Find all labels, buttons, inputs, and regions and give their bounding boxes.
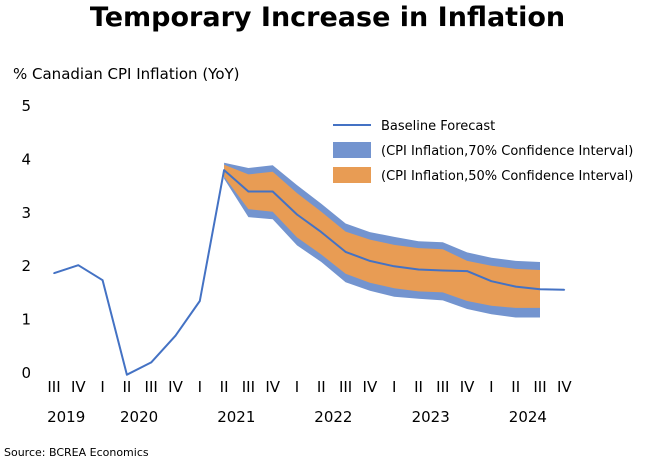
baseline-point: [320, 231, 323, 233]
y-tick-label: 1: [21, 311, 31, 329]
baseline-point: [247, 190, 250, 193]
chart-title: Temporary Increase in Inflation: [89, 2, 566, 33]
baseline-point: [417, 268, 420, 271]
y-axis-label: % Canadian CPI Inflation (YoY): [13, 65, 240, 83]
x-tick-quarter-label: II: [220, 378, 229, 396]
source-note: Source: BCREA Economics: [4, 446, 149, 459]
x-tick-quarter-label: I: [392, 378, 396, 396]
x-tick-quarter-label: II: [414, 378, 423, 396]
baseline-point: [77, 264, 80, 267]
y-tick-label: 4: [21, 150, 31, 168]
baseline-point: [271, 190, 274, 193]
x-tick-quarter-label: I: [198, 378, 202, 396]
legend-label: (CPI Inflation,50% Confidence Interval): [381, 169, 633, 184]
band-series-2: [224, 164, 540, 308]
x-tick-quarter-label: IV: [265, 378, 280, 396]
x-tick-quarter-label: IV: [557, 378, 572, 396]
legend: Baseline Forecast (CPI Inflation,70% Conf…: [333, 119, 633, 184]
x-tick-quarter-label: III: [339, 378, 352, 396]
baseline-forecast-line: [53, 169, 565, 376]
confidence-bands: [224, 162, 540, 318]
baseline-point: [223, 169, 225, 171]
x-tick-quarter-label: I: [100, 378, 104, 396]
y-tick-label: 2: [21, 257, 31, 275]
baseline-point: [53, 272, 55, 275]
x-tick-year-label: 2023: [412, 408, 450, 426]
baseline-point: [563, 289, 566, 291]
x-tick-quarter-label: III: [436, 378, 449, 396]
baseline-point: [126, 373, 128, 376]
baseline-point: [514, 285, 517, 288]
x-tick-year-label: 2024: [509, 408, 547, 426]
x-tick-quarter-label: IV: [71, 378, 86, 396]
baseline-point: [344, 251, 347, 253]
legend-label: Baseline Forecast: [381, 119, 495, 134]
baseline-point: [490, 280, 493, 283]
legend-label: (CPI Inflation,70% Confidence Interval): [381, 144, 633, 159]
legend-swatch-band: [333, 142, 371, 158]
x-tick-quarter-label: I: [295, 378, 299, 396]
x-tick-quarter-label: III: [242, 378, 255, 396]
y-tick-label: 5: [21, 97, 31, 115]
y-tick-label: 0: [21, 364, 31, 382]
x-tick-quarter-label: IV: [460, 378, 475, 396]
x-tick-quarter-label: IV: [168, 378, 183, 396]
x-tick-quarter-label: I: [489, 378, 493, 396]
baseline-point: [442, 269, 444, 272]
x-axis-quarter-ticks: III IV I II III IV I II III IV I II III IV I II III IV I II…: [47, 378, 572, 396]
baseline-point: [101, 279, 104, 282]
x-tick-year-label: 2021: [217, 408, 255, 426]
x-tick-quarter-label: II: [317, 378, 326, 396]
x-tick-quarter-label: III: [47, 378, 60, 396]
x-tick-quarter-label: IV: [363, 378, 378, 396]
x-tick-quarter-label: III: [533, 378, 546, 396]
x-tick-quarter-label: II: [122, 378, 131, 396]
y-axis-ticks: 0 1 2 3 4 5: [21, 97, 31, 382]
x-tick-year-label: 2020: [120, 408, 158, 426]
baseline-point: [174, 334, 177, 337]
baseline-series: [53, 169, 566, 376]
baseline-point: [150, 361, 152, 364]
x-tick-quarter-label: III: [145, 378, 158, 396]
baseline-point: [296, 213, 298, 216]
y-tick-label: 3: [21, 204, 31, 222]
x-tick-quarter-label: II: [511, 378, 520, 396]
x-tick-year-label: 2022: [314, 408, 352, 426]
baseline-point: [466, 270, 468, 272]
legend-swatch-band: [333, 167, 371, 183]
x-tick-year-label: 2019: [47, 408, 85, 426]
x-axis-year-ticks: 2019 2020 2021 2022 2023 2024: [47, 408, 547, 426]
baseline-point: [539, 288, 541, 291]
baseline-point: [393, 265, 396, 268]
baseline-point: [199, 300, 201, 302]
baseline-point: [369, 260, 371, 262]
